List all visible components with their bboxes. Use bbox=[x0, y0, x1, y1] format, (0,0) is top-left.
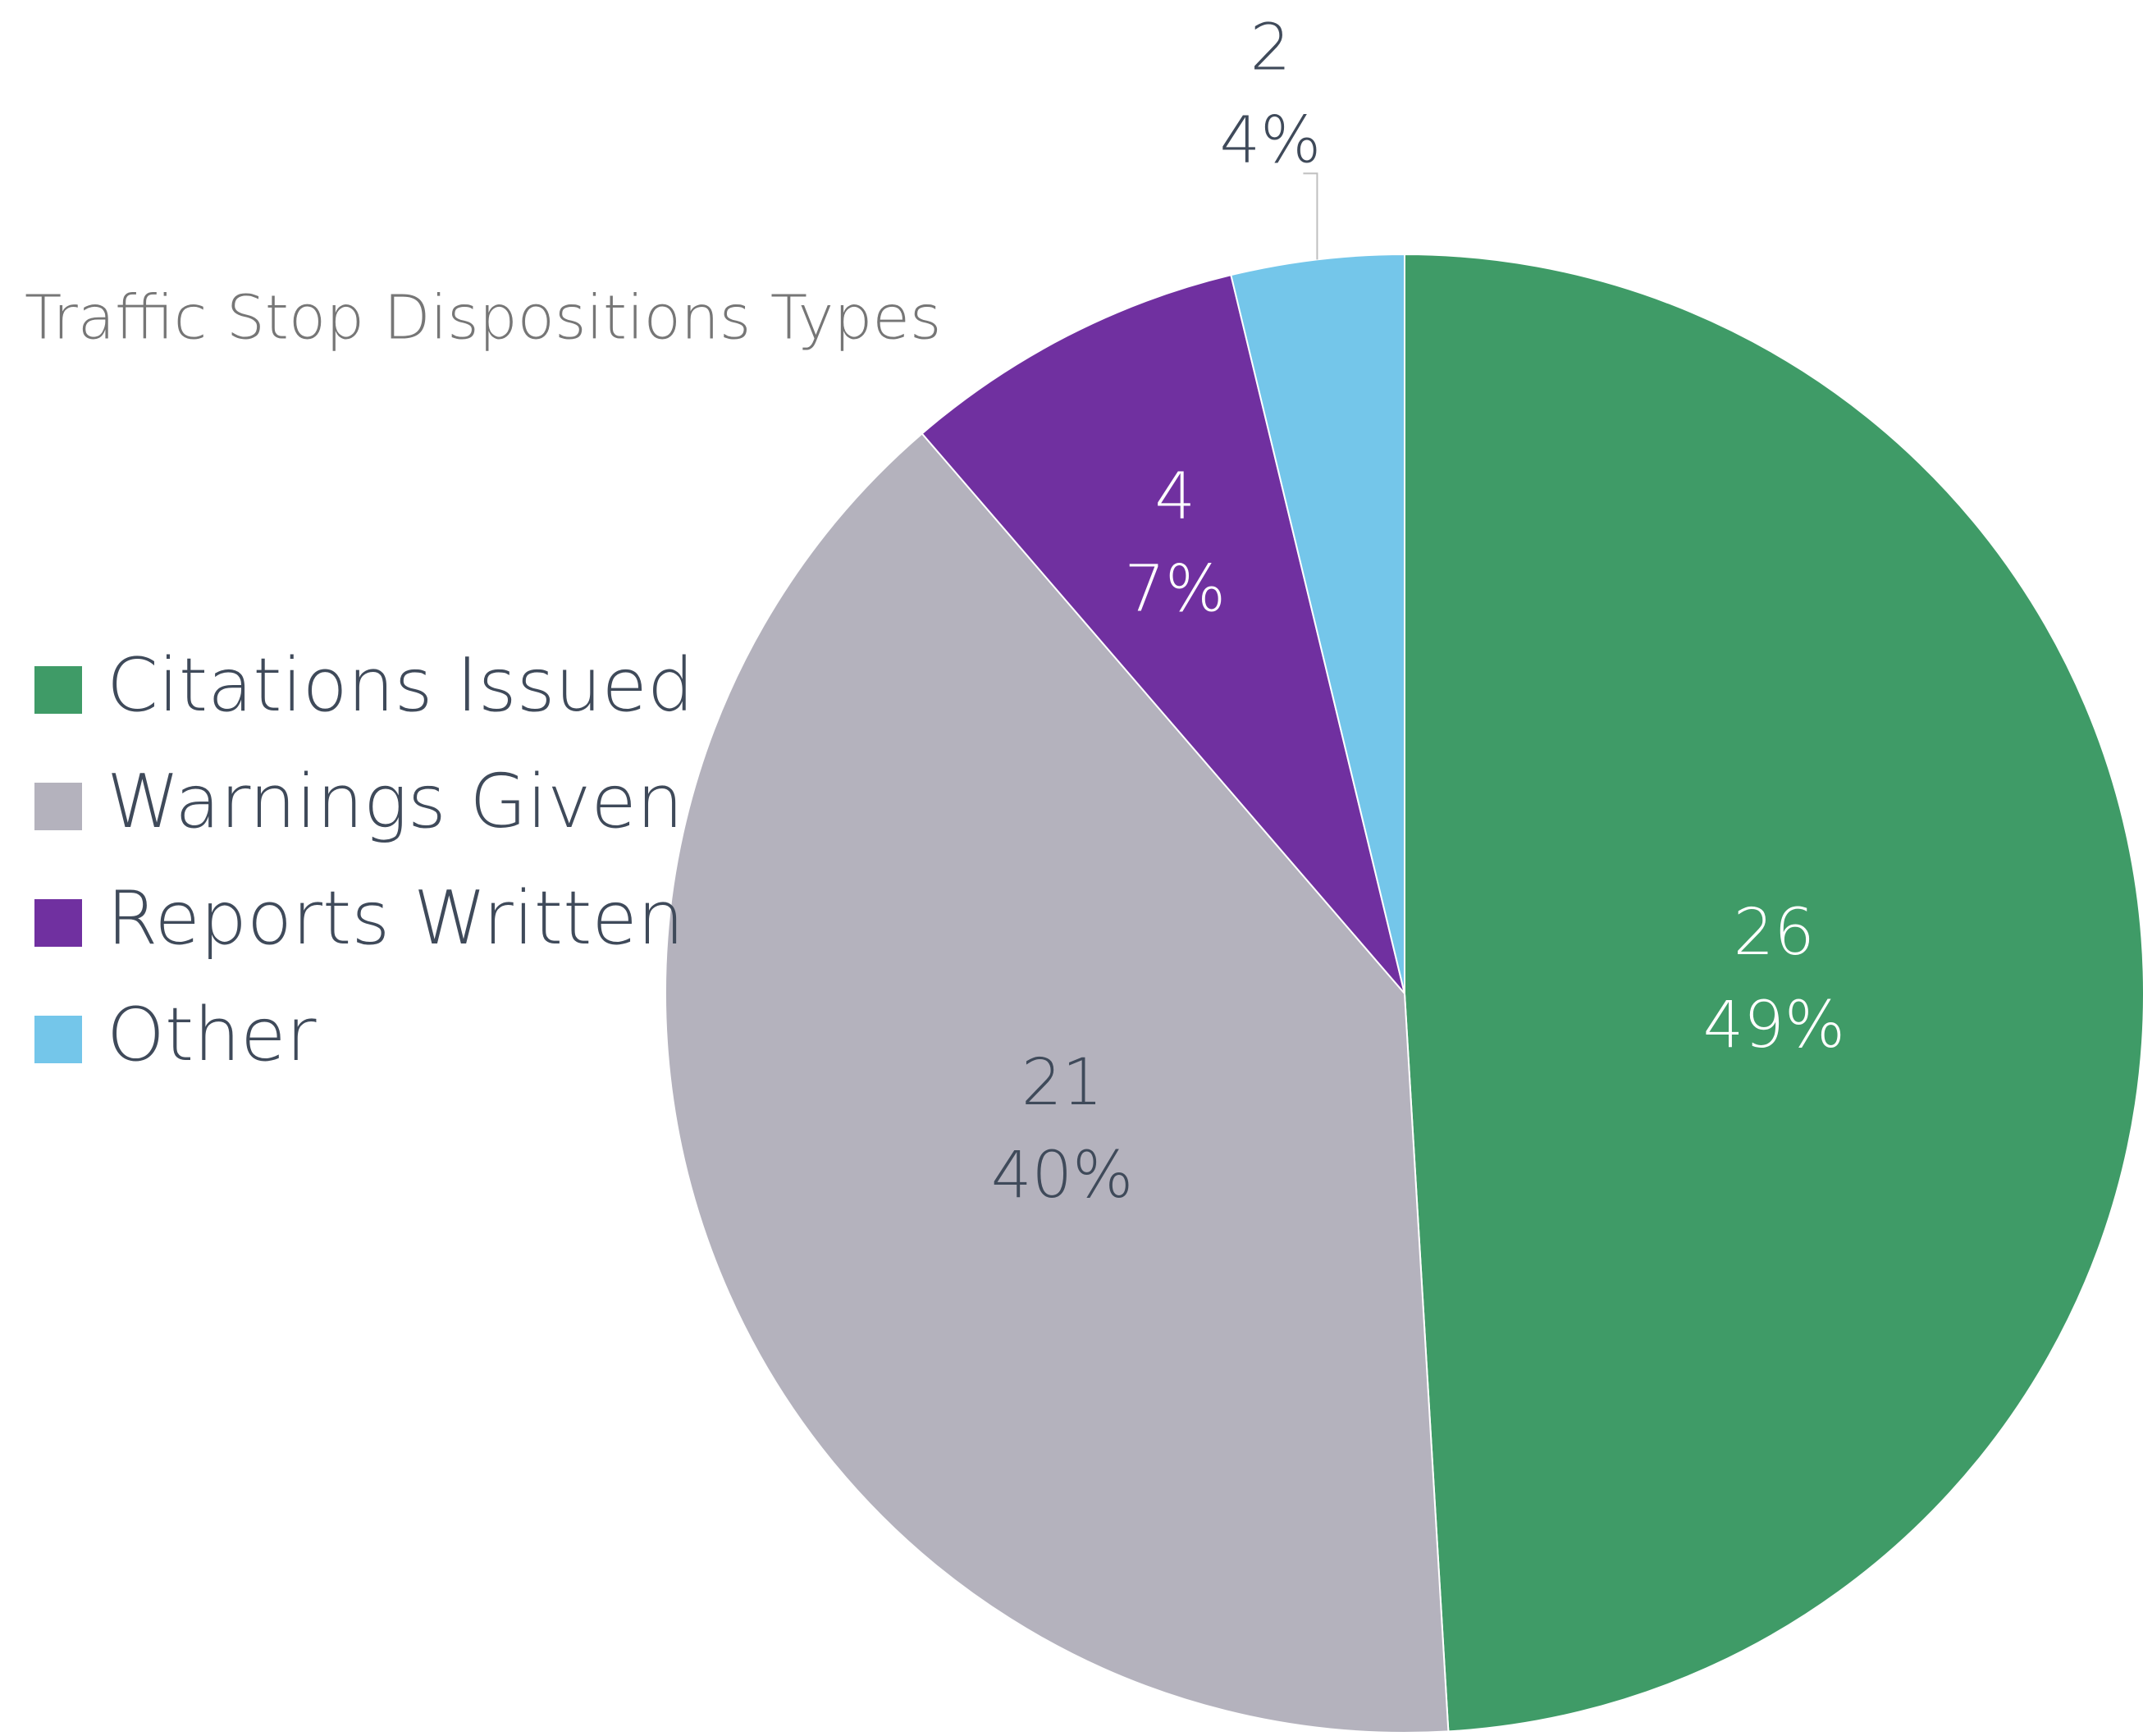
percent-label: 49% bbox=[1703, 989, 1845, 1062]
legend-swatch bbox=[34, 783, 82, 830]
legend-label: Warnings Given bbox=[107, 759, 683, 845]
chart-title: Traffic Stop Dispositions Types bbox=[25, 283, 941, 354]
legend-swatch bbox=[34, 666, 82, 714]
percent-label: 7% bbox=[1124, 552, 1226, 626]
legend-swatch bbox=[34, 1016, 82, 1063]
data-label: 2 bbox=[1250, 11, 1291, 85]
data-label: 21 bbox=[1021, 1046, 1103, 1120]
percent-label: 4% bbox=[1220, 104, 1322, 178]
data-label: 4 bbox=[1154, 459, 1195, 533]
leader-line bbox=[1303, 172, 1318, 260]
legend-swatch bbox=[34, 899, 82, 947]
percent-label: 40% bbox=[991, 1139, 1133, 1213]
legend-label: Citations Issued bbox=[107, 642, 694, 729]
pie-slice bbox=[665, 432, 1450, 1734]
pie-slice bbox=[921, 273, 1405, 994]
legend-label: Reports Written bbox=[107, 875, 684, 962]
data-label: 26 bbox=[1734, 896, 1815, 970]
pie-slice bbox=[1404, 253, 2143, 1733]
pie-slice bbox=[1230, 253, 1405, 994]
legend-label: Other bbox=[107, 992, 317, 1078]
